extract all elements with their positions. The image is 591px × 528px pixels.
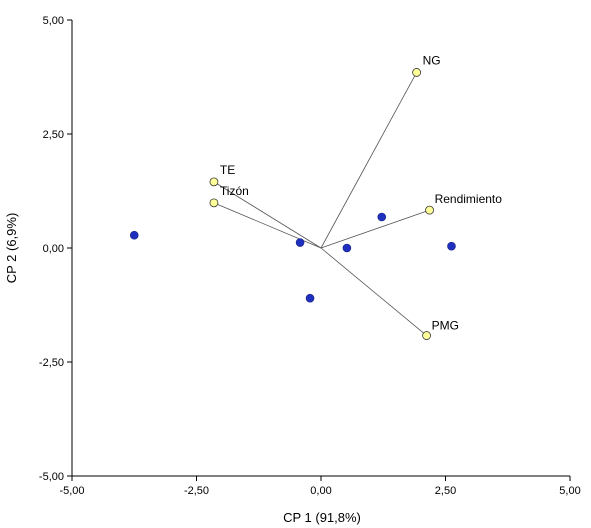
variable-label: NG: [423, 53, 441, 67]
y-tick-label: 5,00: [43, 15, 64, 27]
x-tick-label: 5,00: [559, 485, 580, 497]
y-tick-label: 0,00: [43, 243, 64, 255]
observation-point: [377, 212, 387, 222]
observation-points: [129, 212, 456, 303]
variable-point: [425, 205, 434, 215]
variable-labels: NG TE Tizón Rendimiento PMG: [220, 53, 502, 332]
vector-line: [213, 181, 322, 249]
variable-points: [209, 68, 434, 340]
x-tick-label: -2,50: [184, 485, 209, 497]
variable-label: Tizón: [220, 184, 249, 198]
vector-line: [320, 209, 430, 249]
y-tick-label: -5,00: [39, 471, 64, 483]
y-tick-label: -2,50: [39, 357, 64, 369]
x-tick-label: 0,00: [310, 485, 331, 497]
x-tick-label: 2,50: [435, 485, 456, 497]
variable-point: [209, 177, 219, 187]
axes: -5,00 -2,50 0,00 2,50 5,00 -5,00 -2,50 0,00 2,50…: [39, 15, 581, 497]
variable-point: [422, 331, 431, 340]
vector-line: [213, 202, 322, 249]
y-axis-title: CP 2 (6,9%): [4, 213, 19, 284]
x-axis-title: CP 1 (91,8%): [283, 510, 361, 525]
y-tick-label: 2,50: [43, 129, 64, 141]
vector-line: [320, 72, 417, 249]
observation-point: [295, 238, 305, 247]
variable-label: PMG: [432, 319, 459, 333]
variable-label: Rendimiento: [435, 192, 503, 206]
variable-point: [209, 198, 219, 208]
observation-point: [447, 241, 456, 251]
variable-point: [412, 68, 422, 77]
vector-line: [320, 247, 427, 336]
variable-vectors: [213, 72, 430, 336]
observation-point: [129, 230, 139, 240]
observation-point: [342, 243, 352, 253]
observation-point: [305, 293, 315, 303]
x-tick-label: -5,00: [59, 485, 84, 497]
variable-label: TE: [220, 163, 235, 177]
